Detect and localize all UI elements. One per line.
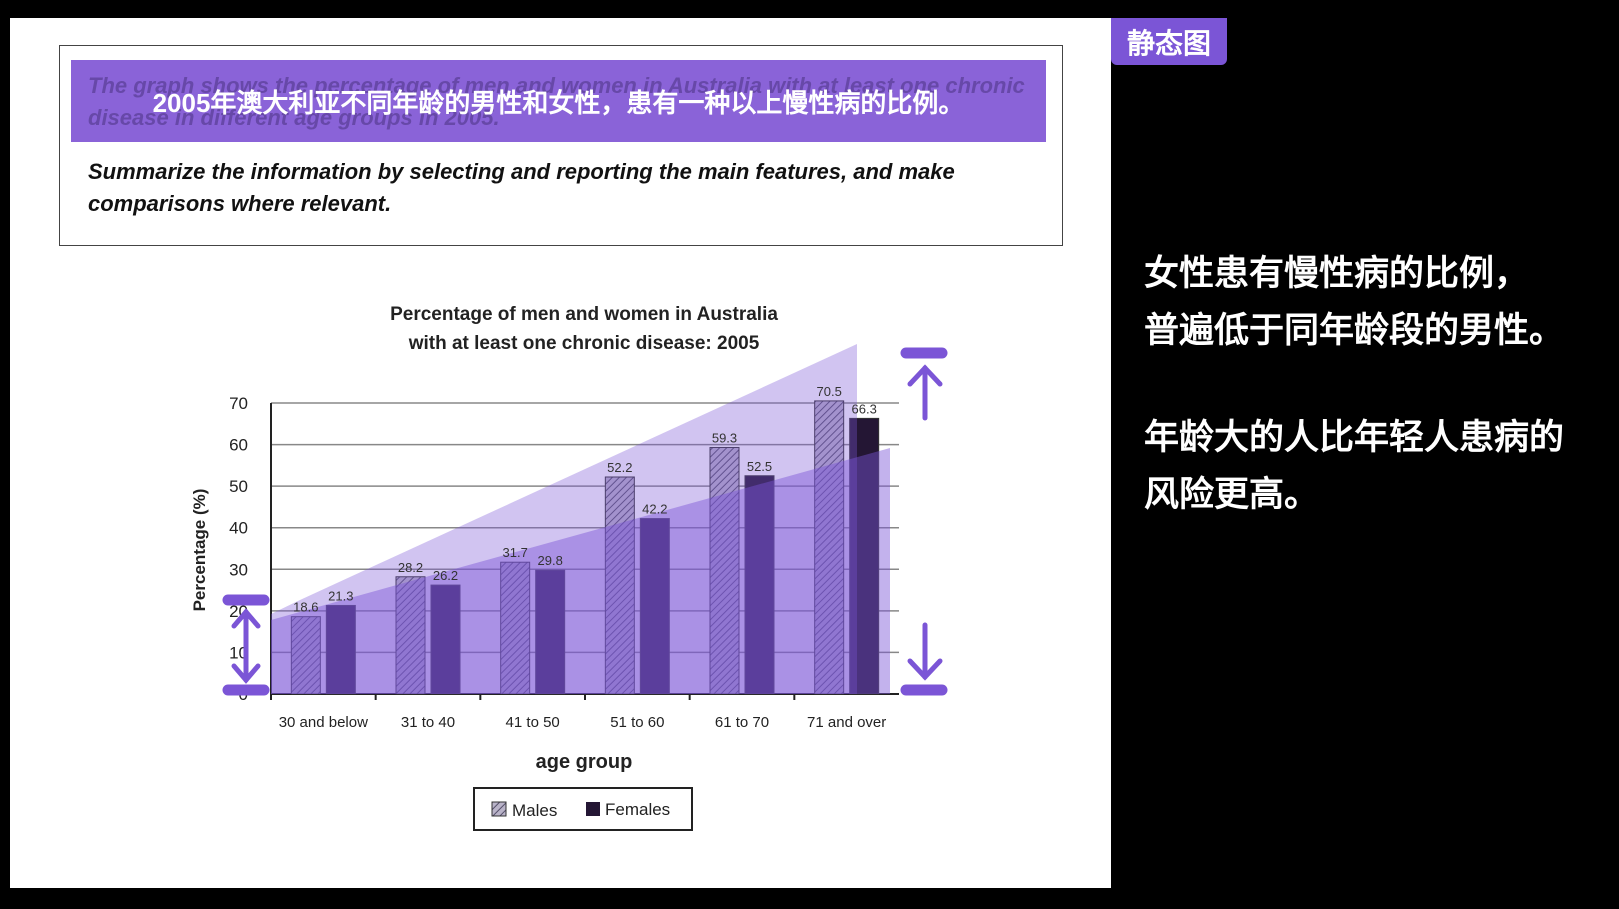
data-label: 42.2 [642, 502, 667, 517]
bar-males [500, 561, 531, 695]
x-tick-label: 31 to 40 [401, 714, 455, 731]
note-line: 风险更高。 [1144, 475, 1320, 514]
x-tick-label: 61 to 70 [715, 714, 769, 731]
data-label: 59.3 [712, 430, 737, 445]
legend-swatch-males [491, 801, 507, 817]
bar-females [639, 518, 670, 695]
translation-banner [71, 60, 1046, 142]
data-label: 52.2 [607, 460, 632, 475]
data-label: 28.2 [398, 560, 423, 575]
data-label: 31.7 [503, 545, 528, 560]
note-line: 普遍低于同年龄段的男性。 [1144, 311, 1565, 350]
x-axis-label: age group [536, 751, 633, 773]
data-label: 52.5 [747, 459, 772, 474]
x-tick-label: 41 to 50 [506, 714, 560, 731]
side-notes: 女性患有慢性病的比例， 普遍低于同年龄段的男性。 年龄大的人比年轻人患病的 风险更高… [1144, 245, 1564, 573]
static-image-badge: 静态图 [1111, 18, 1227, 65]
bar-females [325, 604, 356, 695]
data-label: 70.5 [817, 384, 842, 399]
bar-males [709, 446, 740, 695]
legend-label-males: Males [512, 801, 557, 820]
y-tick-label: 70 [229, 394, 248, 413]
bar-males [290, 616, 321, 695]
data-label: 29.8 [538, 553, 563, 568]
bar-males [604, 476, 635, 695]
y-tick-label: 60 [229, 436, 248, 455]
bar-females [849, 417, 880, 695]
legend-swatch-females [586, 802, 600, 816]
bar-females [430, 584, 461, 695]
instruction-text: Summarize the information by selecting a… [88, 159, 955, 216]
y-tick-label: 30 [229, 560, 248, 579]
y-axis-label: Percentage (%) [190, 489, 209, 612]
data-label: 66.3 [852, 401, 877, 416]
y-tick-label: 40 [229, 519, 248, 538]
left-range-arrows [222, 594, 270, 696]
legend-box [473, 787, 693, 831]
bar-females [535, 569, 566, 695]
x-tick-label: 51 to 60 [610, 714, 664, 731]
y-tick-label: 50 [229, 477, 248, 496]
right-range-arrows [900, 347, 948, 696]
bar-males [395, 576, 426, 695]
x-tick-label: 71 and over [807, 714, 886, 731]
y-tick-label: 10 [229, 643, 248, 662]
data-label: 21.3 [328, 588, 353, 603]
bar-males [814, 400, 845, 695]
data-label: 18.6 [293, 600, 318, 615]
question-text-cn: 2005年澳大利亚不同年龄的男性和女性，患有一种以上慢性病的比例。 [152, 87, 965, 118]
trend-overlay-light [271, 344, 857, 694]
legend-label-females: Females [605, 800, 670, 819]
bar-females [744, 475, 775, 695]
x-tick-label: 30 and below [279, 714, 368, 731]
note-line: 年龄大的人比年轻人患病的 [1144, 418, 1565, 457]
trend-overlay-dark [271, 448, 890, 694]
question-text-en: The graph shows the percentage of men an… [88, 73, 1025, 130]
data-label: 26.2 [433, 568, 458, 583]
chart-title-line2: with at least one chronic disease: 2005 [408, 333, 760, 354]
chart-title-line1: Percentage of men and women in Australia [390, 304, 778, 325]
note-line: 女性患有慢性病的比例， [1144, 254, 1530, 293]
